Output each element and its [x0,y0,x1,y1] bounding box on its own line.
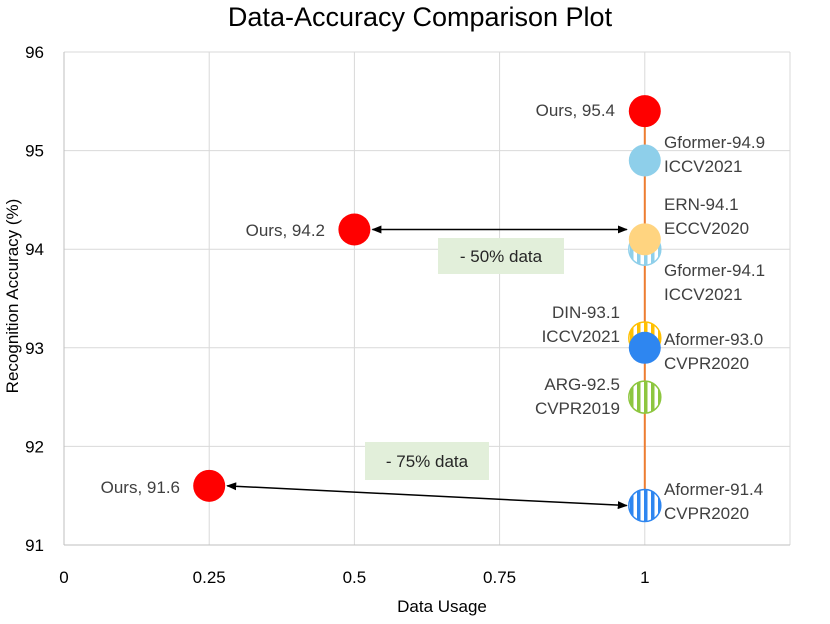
x-tick-label: 0 [59,568,68,587]
data-point-arg [628,380,662,414]
data-label: Ours, 91.6 [101,478,180,497]
data-label: ICCV2021 [542,327,620,346]
annotation-box [365,442,489,480]
point-labels: Ours, 95.4 Ours, 94.2 Ours, 91.6 Gformer-94… [101,101,765,523]
data-label: DIN-93.1 [552,303,620,322]
data-label: CVPR2020 [664,504,749,523]
y-axis-label: Recognition Accuracy (%) [3,199,22,394]
x-tick-label: 0.5 [343,568,367,587]
data-point-gformer [628,144,661,177]
data-point-ours [628,95,661,128]
x-tick-label: 0.25 [193,568,226,587]
y-tick-label: 91 [25,536,44,555]
annotation-box [438,238,564,274]
data-point-aformer [628,331,661,364]
axes: 91 92 93 94 95 96 0 0.25 0.5 0.75 1 [25,43,790,587]
data-label: ECCV2020 [664,219,749,238]
y-tick-label: 92 [25,437,44,456]
x-tick-label: 0.75 [483,568,516,587]
y-tick-label: 96 [25,43,44,62]
y-tick-label: 95 [25,142,44,161]
data-label: Aformer-91.4 [664,480,763,499]
data-label: CVPR2020 [664,354,749,373]
annotation-label: - 75% data [386,452,469,471]
data-label: Gformer-94.9 [664,133,765,152]
data-label: CVPR2019 [535,399,620,418]
data-label: ERN-94.1 [664,195,739,214]
data-label: ARG-92.5 [544,375,620,394]
data-points [193,95,662,523]
annotation-label: - 50% data [460,247,543,266]
data-label: Aformer-93.0 [664,330,763,349]
annotation-arrow [226,482,628,510]
data-label: ICCV2021 [664,157,742,176]
x-tick-label: 1 [640,568,649,587]
data-label: Ours, 95.4 [536,101,615,120]
data-point-ours [338,213,371,246]
data-label: Gformer-94.1 [664,261,765,280]
y-tick-label: 94 [25,240,44,259]
annotations: - 50% data - 75% data [226,225,628,510]
data-point-ours [193,469,226,502]
y-tick-label: 93 [25,339,44,358]
data-point-aformer [628,488,662,523]
data-label: Ours, 94.2 [246,221,325,240]
chart-title: Data-Accuracy Comparison Plot [228,2,613,32]
x-axis-label: Data Usage [397,597,487,616]
data-point-ern [628,223,661,256]
data-label: ICCV2021 [664,285,742,304]
